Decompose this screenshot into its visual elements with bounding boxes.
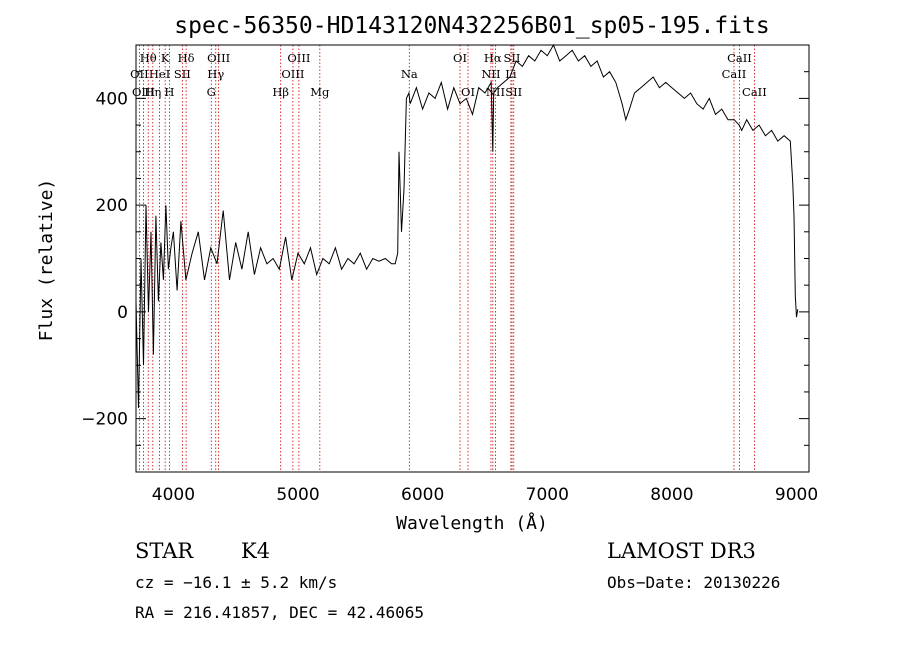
spectral-line-label: Hη bbox=[144, 85, 161, 99]
y-tick-label: −200 bbox=[81, 410, 128, 430]
y-tick-label: 200 bbox=[96, 196, 128, 216]
spectral-line-label: Hβ bbox=[272, 85, 289, 99]
spectral-line-label: Na bbox=[401, 67, 418, 81]
spectral-line-label: Hθ bbox=[140, 51, 157, 65]
observation-date: Obs−Date: 20130226 bbox=[607, 573, 781, 592]
spectrum-series-line bbox=[135, 43, 799, 408]
x-tick-label: 7000 bbox=[526, 485, 569, 505]
spectral-line-label: OIII bbox=[287, 51, 310, 65]
spectral-line-label: CaII bbox=[727, 51, 752, 65]
x-tick-label: 5000 bbox=[276, 485, 319, 505]
spectral-line-label: Hδ bbox=[178, 51, 195, 65]
x-axis: 4000 5000 6000 7000 8000 9000 bbox=[152, 485, 818, 505]
spectral-line-label: Hα bbox=[484, 51, 502, 65]
y-axis-label: Flux (relative) bbox=[36, 179, 57, 342]
spectral-line-label: K bbox=[161, 51, 170, 65]
survey-name: LAMOST DR3 bbox=[607, 539, 756, 563]
spectral-line-label: OI bbox=[461, 85, 475, 99]
spectral-line-label: CaII bbox=[742, 85, 767, 99]
object-subclass: K4 bbox=[241, 539, 271, 563]
y-axis: −200 0 200 400 bbox=[81, 44, 809, 473]
x-tick-label: 8000 bbox=[650, 485, 693, 505]
x-tick-label: 4000 bbox=[152, 485, 195, 505]
spectral-line-label: NII bbox=[486, 85, 505, 99]
x-axis-label: Wavelength (Å) bbox=[396, 512, 548, 534]
spectrum-chart: spec-56350-HD143120N432256B01_sp05-195.f… bbox=[36, 13, 818, 534]
y-tick-label: 0 bbox=[117, 303, 128, 323]
spectral-line-label: G bbox=[207, 85, 216, 99]
spectral-line-label: Mg bbox=[310, 85, 330, 99]
spectral-line-label: OI bbox=[453, 51, 467, 65]
redshift-cz: cz = −16.1 ± 5.2 km/s bbox=[135, 573, 338, 592]
x-tick-label: 9000 bbox=[775, 485, 818, 505]
x-tick-label: 6000 bbox=[401, 485, 444, 505]
spectral-line-label: SII bbox=[174, 67, 191, 81]
y-tick-label: 400 bbox=[96, 89, 128, 109]
plot-frame bbox=[135, 44, 810, 473]
spectral-line-label: OIII bbox=[281, 67, 304, 81]
spectral-line-label: OII bbox=[130, 67, 149, 81]
spectral-line-label: CaII bbox=[722, 67, 747, 81]
object-class: STAR bbox=[135, 539, 194, 563]
spectral-line-label: OIII bbox=[207, 51, 230, 65]
spectral-line-label: OIII bbox=[132, 85, 155, 99]
spectral-line-label: SII bbox=[505, 85, 522, 99]
spectral-line-label: HeI bbox=[149, 67, 170, 81]
coordinates-ra-dec: RA = 216.41857, DEC = 42.46065 bbox=[135, 603, 424, 622]
spectral-line-label: Hγ bbox=[207, 67, 224, 81]
spectral-line-label: NII bbox=[481, 67, 500, 81]
chart-title: spec-56350-HD143120N432256B01_sp05-195.f… bbox=[174, 13, 769, 39]
spectral-line-label: H bbox=[164, 85, 174, 99]
